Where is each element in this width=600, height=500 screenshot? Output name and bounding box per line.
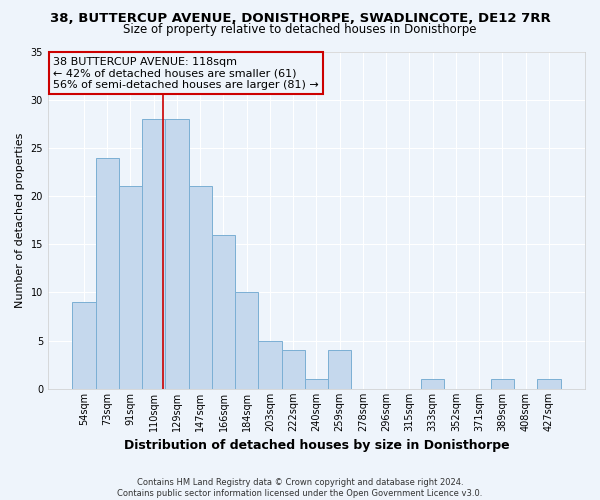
X-axis label: Distribution of detached houses by size in Donisthorpe: Distribution of detached houses by size … bbox=[124, 440, 509, 452]
Bar bbox=[73, 302, 95, 389]
Bar bbox=[281, 350, 305, 389]
Bar bbox=[491, 379, 514, 389]
Bar bbox=[119, 186, 142, 389]
Bar bbox=[328, 350, 352, 389]
Bar bbox=[421, 379, 445, 389]
Bar bbox=[305, 379, 328, 389]
Bar bbox=[95, 158, 119, 389]
Text: Contains HM Land Registry data © Crown copyright and database right 2024.
Contai: Contains HM Land Registry data © Crown c… bbox=[118, 478, 482, 498]
Text: Size of property relative to detached houses in Donisthorpe: Size of property relative to detached ho… bbox=[123, 22, 477, 36]
Text: 38 BUTTERCUP AVENUE: 118sqm
← 42% of detached houses are smaller (61)
56% of sem: 38 BUTTERCUP AVENUE: 118sqm ← 42% of det… bbox=[53, 56, 319, 90]
Bar bbox=[259, 340, 281, 389]
Bar bbox=[235, 292, 259, 389]
Bar bbox=[212, 234, 235, 389]
Bar bbox=[188, 186, 212, 389]
Bar bbox=[166, 119, 188, 389]
Bar bbox=[538, 379, 560, 389]
Y-axis label: Number of detached properties: Number of detached properties bbox=[15, 132, 25, 308]
Bar bbox=[142, 119, 166, 389]
Text: 38, BUTTERCUP AVENUE, DONISTHORPE, SWADLINCOTE, DE12 7RR: 38, BUTTERCUP AVENUE, DONISTHORPE, SWADL… bbox=[50, 12, 550, 26]
